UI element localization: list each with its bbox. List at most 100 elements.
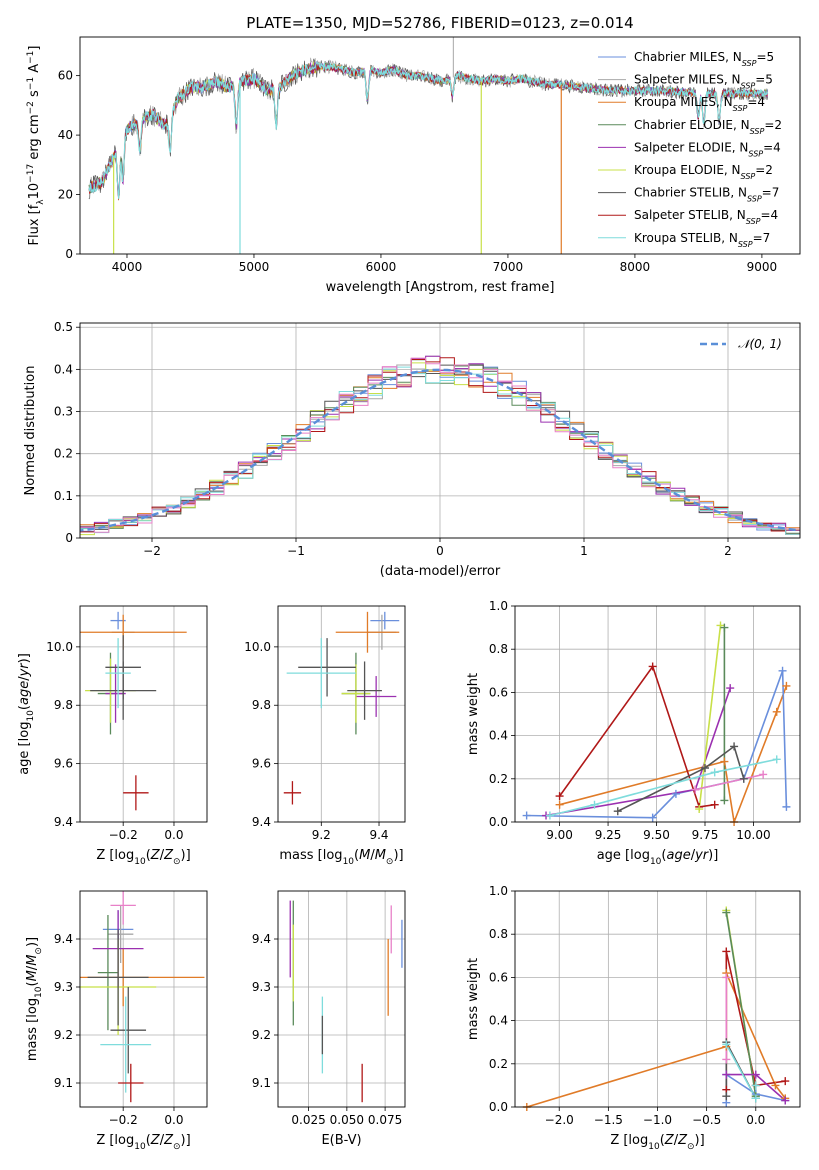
x-tick-label: 0.050 (330, 1113, 364, 1127)
label-part: / (17, 676, 32, 681)
legend-subscript: SSP (733, 104, 748, 113)
x-tick-label: −0.2 (109, 1113, 138, 1127)
x-tick-label: −1.5 (594, 1113, 623, 1127)
y-tick-label: 9.8 (54, 698, 73, 712)
legend-label: Kroupa STELIB, NSSP=7 (634, 231, 770, 249)
weight-series-line (698, 625, 722, 810)
weight-marker (691, 785, 700, 794)
legend-label-text: Kroupa STELIB, N (634, 231, 738, 245)
y-tick-label: 0.1 (54, 489, 73, 503)
weight-series-line (725, 912, 757, 1097)
weight-marker (671, 789, 680, 798)
legend-label: Chabrier ELODIE, NSSP=2 (634, 118, 782, 136)
label-part: age [log (17, 722, 32, 775)
x-tick-label: 2 (724, 544, 732, 558)
y-tick-label: 0.2 (489, 1057, 508, 1071)
x-tick-label: 0.0 (164, 1113, 183, 1127)
x-tick-label: −1 (287, 544, 305, 558)
y-tick-label: 1.0 (489, 884, 508, 898)
label-part: ( (354, 848, 359, 863)
weight-marker (782, 802, 791, 811)
legend-subscript: SSP (746, 217, 761, 226)
y-tick-label: 9.4 (54, 815, 73, 829)
y-tick-label: 0.0 (489, 815, 508, 829)
plot-content (289, 900, 403, 1103)
axes-frame (514, 605, 801, 823)
x-tick-label: 0.025 (291, 1113, 325, 1127)
y-tick-label: 0.6 (489, 685, 508, 699)
y-tick-label: 60 (58, 69, 73, 83)
plot-content (80, 355, 800, 537)
weight-marker (590, 800, 599, 809)
label-part: 10 (648, 1142, 660, 1152)
y-tick-label: 9.1 (54, 1076, 73, 1090)
y-axis-label: Flux [fλ10−17 erg cm−2 s−1 A−1] (26, 46, 46, 246)
label-part: ] (27, 46, 42, 51)
legend-label-value: =5 (755, 73, 773, 87)
x-tick-label: 9.00 (546, 828, 573, 842)
y-axis-label: mass weight (466, 958, 481, 1040)
label-part: 10 (650, 857, 662, 867)
axes-frame (277, 890, 406, 1108)
plot-content (283, 611, 400, 805)
x-tick-label: −1.0 (643, 1113, 672, 1127)
legend-label-value: =7 (753, 231, 771, 245)
label-part: Z (150, 1133, 161, 1148)
y-tick-label: 9.1 (252, 1076, 271, 1090)
label-part: / (160, 848, 165, 863)
x-axis-label: age [log10(age/yr)] (597, 848, 719, 867)
y-tick-label: 0.8 (489, 927, 508, 941)
x-tick-label: 6000 (366, 260, 397, 274)
label-part: ( (25, 981, 40, 986)
y-tick-label: 0.3 (54, 405, 73, 419)
weight-marker (545, 811, 554, 820)
y-tick-label: 9.2 (252, 1028, 271, 1042)
legend-label-text: Kroupa ELODIE, N (634, 163, 741, 177)
y-tick-label: 9.2 (54, 1028, 73, 1042)
spectrum-line-kroupa_stelib (88, 62, 769, 199)
axes-8: −2.0 −1.5 −1.0 −0.5 0.0 0.0 0.2 0.4 0.6 0.8 1.0 mas… (466, 884, 801, 1152)
axes-6: −0.2 0.09.19.29.39.4Z [log10(Z/Z⊙)]mass [… (25, 890, 208, 1152)
y-tick-label: 0.2 (489, 772, 508, 786)
axes-frame (79, 890, 208, 1108)
label-part: yr (694, 848, 710, 863)
label-part: ( (146, 848, 151, 863)
y-axis-label: age [log10(age/yr)] (17, 653, 36, 775)
legend-label-text: Salpeter STELIB, N (634, 208, 746, 222)
legend-label: Kroupa MILES, NSSP=4 (634, 95, 765, 113)
x-axis-label: mass [log10(M/M⊙)] (279, 848, 403, 867)
y-tick-label: 0 (65, 247, 73, 261)
x-tick-label: 4000 (112, 260, 143, 274)
weight-marker (710, 768, 719, 777)
label-part: 10 (27, 183, 42, 200)
label-part: Flux [f (27, 204, 42, 245)
y-tick-label: 40 (58, 128, 73, 142)
legend-label-normal: 𝒩(0, 1) (738, 337, 782, 351)
label-part: 10 (343, 857, 355, 867)
figure-title: PLATE=1350, MJD=52786, FIBERID=0123, z=0… (246, 14, 633, 32)
weight-marker (720, 796, 729, 805)
plot-content (526, 625, 788, 822)
axes-1: 4000 5000 6000 7000 8000 9000 0 20 40 60 wavelengt… (26, 36, 801, 295)
y-tick-label: 1.0 (489, 599, 508, 613)
weight-marker (772, 707, 781, 716)
plot-content (526, 910, 786, 1107)
x-tick-label: −2.0 (545, 1113, 574, 1127)
y-axis-label: mass weight (466, 673, 481, 755)
x-tick-label: 9.75 (692, 828, 719, 842)
axes-frame (79, 322, 801, 539)
y-tick-label: 0.8 (489, 642, 508, 656)
axes-7: 0.025 0.050 0.075 9.1 9.2 9.3 9.4 E(B-V) (252, 890, 406, 1148)
weight-marker (522, 811, 531, 820)
x-tick-label: 8000 (620, 260, 651, 274)
legend-subscript: SSP (748, 149, 763, 158)
weight-marker (759, 770, 768, 779)
weight-marker (730, 742, 739, 751)
y-tick-label: 0.0 (489, 1100, 508, 1114)
x-tick-label: 10.00 (736, 828, 770, 842)
y-tick-label: 0.6 (489, 970, 508, 984)
weight-series-line (695, 773, 764, 791)
weight-marker (720, 623, 729, 632)
